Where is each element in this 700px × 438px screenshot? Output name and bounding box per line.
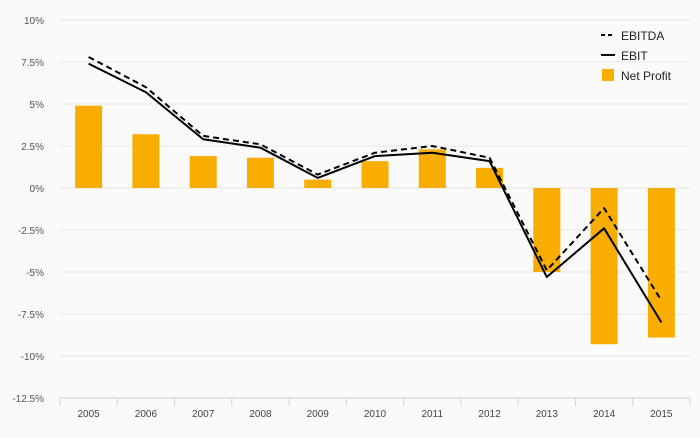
lines — [88, 56, 663, 323]
x-tick-label: 2011 — [422, 409, 444, 420]
x-tick-label: 2014 — [593, 409, 616, 420]
y-tick-label: -5% — [26, 268, 44, 279]
line-ebitda — [88, 56, 663, 302]
y-tick-label: 10% — [24, 16, 44, 27]
legend-label-ebitda: EBITDA — [621, 29, 664, 43]
x-tick-label: 2009 — [307, 409, 330, 420]
bar-net-profit — [189, 156, 217, 188]
legend-label-ebit: EBIT — [621, 49, 648, 63]
y-tick-label: -10% — [21, 352, 44, 363]
x-tick-label: 2008 — [249, 409, 272, 420]
bar-net-profit — [132, 134, 160, 188]
bar-net-profit — [590, 188, 618, 345]
x-tick-label: 2007 — [192, 409, 215, 420]
y-tick-label: 5% — [30, 100, 45, 111]
y-tick-label: -12.5% — [12, 394, 44, 405]
bars-net-profit — [75, 105, 675, 345]
bar-net-profit — [75, 105, 103, 188]
bar-net-profit — [647, 188, 675, 338]
legend-label-net-profit: Net Profit — [621, 69, 672, 83]
bar-net-profit — [304, 179, 332, 188]
axes: 10% 7.5% 5% 2.5% 0% -2.5% -5% -7.5% -10% -12.5% 20… — [12, 16, 691, 420]
x-tick-label: 2010 — [364, 409, 387, 420]
y-tick-label: -2.5% — [18, 226, 44, 237]
x-tick-label: 2006 — [135, 409, 158, 420]
line-ebit — [88, 62, 663, 323]
y-tick-label: 0% — [30, 184, 45, 195]
y-tick-label: 7.5% — [21, 58, 44, 69]
legend-swatch-net-profit — [602, 69, 614, 81]
y-tick-label: 2.5% — [21, 142, 44, 153]
y-tick-label: -7.5% — [18, 310, 44, 321]
x-tick-label: 2013 — [536, 409, 559, 420]
x-tick-label: 2012 — [478, 409, 501, 420]
x-tick-label: 2015 — [650, 409, 673, 420]
bar-net-profit — [361, 161, 389, 188]
x-tick-label: 2005 — [78, 409, 101, 420]
bar-net-profit — [418, 149, 446, 188]
bar-net-profit — [246, 157, 274, 188]
legend: EBITDA EBIT Net Profit — [601, 29, 672, 83]
